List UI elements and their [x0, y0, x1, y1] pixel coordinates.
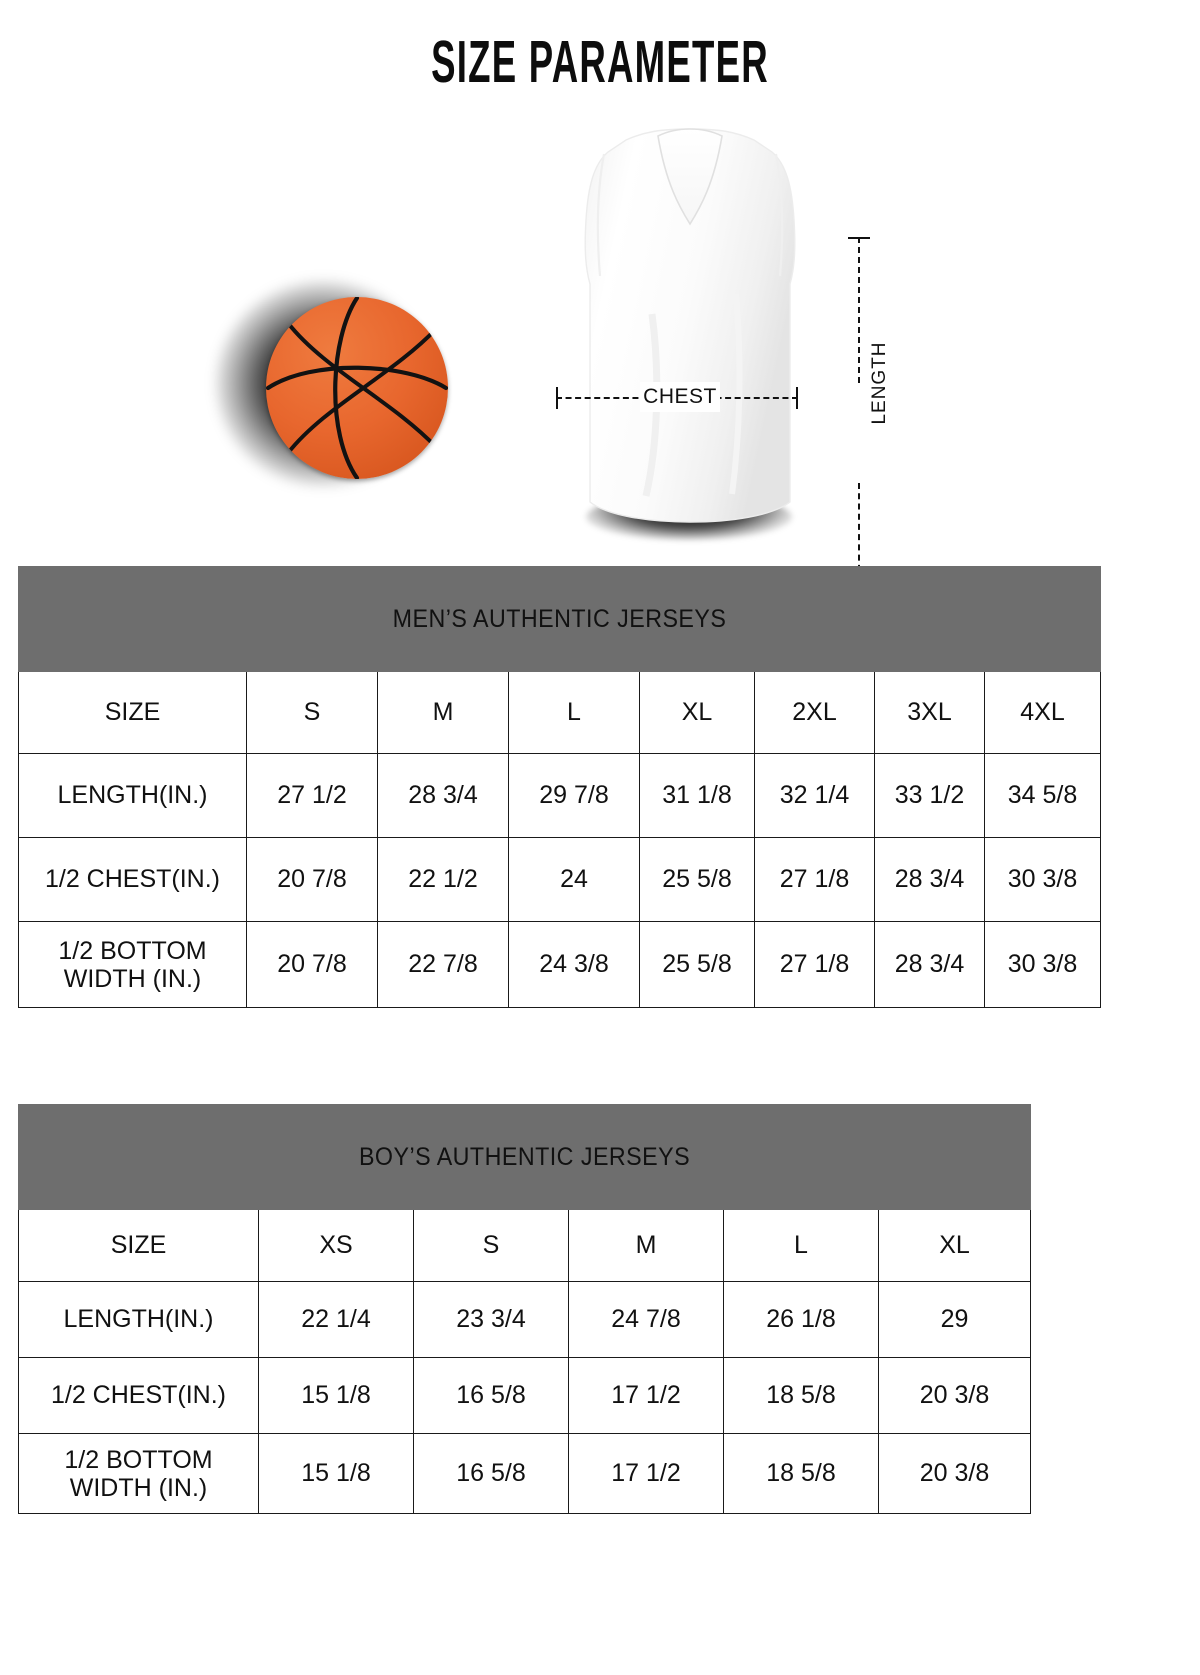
cell-value: 28 3/4	[377, 753, 509, 838]
boys-size-table: BOY’S AUTHENTIC JERSEYS SIZE XS S M L XL…	[17, 1104, 1032, 1514]
cell-value: 15 1/8	[258, 1357, 414, 1434]
table-row: 1/2 BOTTOM WIDTH (IN.) 20 7/8 22 7/8 24 …	[18, 921, 1102, 1008]
table-row: LENGTH(IN.) 22 1/4 23 3/4 24 7/8 26 1/8 …	[18, 1281, 1032, 1358]
jersey-outline-icon	[584, 128, 796, 523]
cell-value: 24	[508, 837, 640, 922]
basketball-jersey-icon	[540, 124, 840, 540]
page-title: SIZE PARAMETER	[431, 29, 769, 95]
table-row: LENGTH(IN.) 27 1/2 28 3/4 29 7/8 31 1/8 …	[18, 753, 1102, 838]
cell-value: 26 1/8	[723, 1281, 879, 1358]
cell-value: 24 3/8	[508, 921, 640, 1008]
column-header-xs: XS	[258, 1209, 414, 1282]
column-header-4xl: 4XL	[983, 671, 1102, 754]
row-label-line: 1/2 BOTTOM	[64, 1445, 213, 1474]
column-header-size: SIZE	[18, 671, 247, 754]
column-header-m: M	[377, 671, 509, 754]
row-label-length: LENGTH(IN.)	[18, 1281, 259, 1358]
boys-table-heading: BOY’S AUTHENTIC JERSEYS	[17, 1104, 1032, 1210]
cell-value: 24 7/8	[568, 1281, 724, 1358]
column-header-l: L	[508, 671, 640, 754]
cell-value: 34 5/8	[983, 753, 1102, 838]
cell-value: 28 3/4	[874, 837, 985, 922]
chest-measure-label: CHEST	[640, 382, 720, 412]
cell-value: 32 1/4	[754, 753, 875, 838]
cell-value: 27 1/8	[754, 921, 875, 1008]
table-row: 1/2 BOTTOM WIDTH (IN.) 15 1/8 16 5/8 17 …	[18, 1433, 1032, 1514]
mens-size-table: MEN’S AUTHENTIC JERSEYS SIZE S M L XL 2X…	[17, 566, 1102, 1008]
cell-value: 28 3/4	[874, 921, 985, 1008]
row-label-half-bottom-width: 1/2 BOTTOM WIDTH (IN.)	[18, 921, 247, 1008]
table-column-header-row: SIZE S M L XL 2XL 3XL 4XL	[18, 671, 1102, 754]
row-label-half-bottom-width: 1/2 BOTTOM WIDTH (IN.)	[18, 1433, 259, 1514]
table-row: 1/2 CHEST(IN.) 20 7/8 22 1/2 24 25 5/8 2…	[18, 837, 1102, 922]
row-label-length: LENGTH(IN.)	[18, 753, 247, 838]
cell-value: 15 1/8	[258, 1433, 414, 1514]
table-heading-row: MEN’S AUTHENTIC JERSEYS	[17, 566, 1102, 672]
illustration-band: CHEST LENGTH	[0, 110, 1200, 622]
length-tick-top	[848, 237, 870, 239]
cell-value: 20 7/8	[246, 921, 378, 1008]
chest-tick-right	[796, 387, 798, 409]
length-measure-label: LENGTH	[867, 323, 893, 443]
cell-value: 22 1/4	[258, 1281, 414, 1358]
length-measure-line	[848, 237, 870, 622]
cell-value: 17 1/2	[568, 1357, 724, 1434]
column-header-3xl: 3XL	[874, 671, 985, 754]
cell-value: 25 5/8	[639, 837, 755, 922]
cell-value: 27 1/2	[246, 753, 378, 838]
chest-measure-line	[556, 387, 798, 409]
cell-value: 18 5/8	[723, 1357, 879, 1434]
cell-value: 20 3/8	[877, 1357, 1032, 1434]
table-column-header-row: SIZE XS S M L XL	[18, 1209, 1032, 1282]
basketball-seams-icon	[266, 297, 448, 479]
cell-value: 23 3/4	[413, 1281, 569, 1358]
column-header-2xl: 2XL	[754, 671, 875, 754]
cell-value: 27 1/8	[754, 837, 875, 922]
column-header-s: S	[246, 671, 378, 754]
row-label-half-chest: 1/2 CHEST(IN.)	[18, 1357, 259, 1434]
table-row: 1/2 CHEST(IN.) 15 1/8 16 5/8 17 1/2 18 5…	[18, 1357, 1032, 1434]
row-label-line: 1/2 BOTTOM	[58, 936, 207, 965]
column-header-xl: XL	[877, 1209, 1032, 1282]
column-header-xl: XL	[639, 671, 755, 754]
cell-value: 18 5/8	[723, 1433, 879, 1514]
column-header-s: S	[413, 1209, 569, 1282]
basketball-sphere	[266, 297, 448, 479]
row-label-line: WIDTH (IN.)	[63, 964, 202, 993]
cell-value: 22 1/2	[377, 837, 509, 922]
chest-tick-left	[556, 387, 558, 409]
cell-value: 17 1/2	[568, 1433, 724, 1514]
row-label-line: WIDTH (IN.)	[69, 1473, 208, 1502]
cell-value: 33 1/2	[874, 753, 985, 838]
column-header-l: L	[723, 1209, 879, 1282]
cell-value: 25 5/8	[639, 921, 755, 1008]
cell-value: 16 5/8	[413, 1357, 569, 1434]
cell-value: 29 7/8	[508, 753, 640, 838]
row-label-half-chest: 1/2 CHEST(IN.)	[18, 837, 247, 922]
cell-value: 22 7/8	[377, 921, 509, 1008]
cell-value: 20 7/8	[246, 837, 378, 922]
cell-value: 30 3/8	[983, 921, 1102, 1008]
cell-value: 31 1/8	[639, 753, 755, 838]
table-heading-row: BOY’S AUTHENTIC JERSEYS	[17, 1104, 1032, 1210]
basketball-icon	[216, 275, 478, 525]
cell-value: 29	[877, 1281, 1032, 1358]
column-header-size: SIZE	[18, 1209, 259, 1282]
cell-value: 16 5/8	[413, 1433, 569, 1514]
column-header-m: M	[568, 1209, 724, 1282]
mens-table-heading: MEN’S AUTHENTIC JERSEYS	[17, 566, 1102, 672]
cell-value: 20 3/8	[877, 1433, 1032, 1514]
cell-value: 30 3/8	[983, 837, 1102, 922]
